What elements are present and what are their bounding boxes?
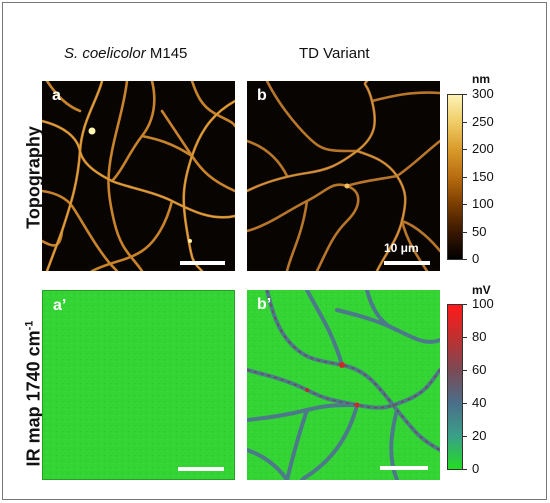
topography-colorbar <box>447 94 463 260</box>
column-title-td-variant: TD Variant <box>299 45 370 62</box>
ir-colorbar-tickmark <box>463 436 467 437</box>
ir-colorbar-tickmark <box>463 370 467 371</box>
ir-image-a-prime <box>43 291 234 479</box>
column-title-wild-type: S. coelicolor M145 <box>64 45 187 62</box>
ir-colorbar-tick-label: 60 <box>472 362 487 377</box>
variant-name: TD Variant <box>299 45 370 62</box>
ir-colorbar-tickmark <box>463 304 467 305</box>
afm-panel-a: a <box>42 81 235 271</box>
topography-colorbar-tickmark <box>463 94 467 95</box>
row-label-topography-text: Topography <box>23 126 44 229</box>
panel-letter-a: a <box>52 87 61 104</box>
ir-colorbar-tick-label: 0 <box>472 461 480 476</box>
ir-colorbar-tick-label: 80 <box>472 329 487 344</box>
scale-bar-a <box>180 261 225 265</box>
panel-letter-a-prime: a’ <box>53 297 67 314</box>
topography-colorbar-tickmark <box>463 121 467 123</box>
afm-image-b <box>247 81 440 271</box>
ir-colorbar-unit: mV <box>472 283 491 297</box>
ir-panel-a-prime: a’ <box>42 290 235 480</box>
ir-image-b-prime <box>247 290 440 480</box>
scale-bar-b <box>384 261 430 265</box>
ir-colorbar-tickmark <box>463 403 467 404</box>
topography-colorbar-tick-label: 50 <box>472 223 487 239</box>
topography-colorbar-tick-label: 100 <box>472 196 494 211</box>
ir-colorbar-tick-label: 40 <box>472 395 487 410</box>
topography-colorbar-tickmark <box>463 149 467 150</box>
topography-colorbar-tickmark <box>463 231 467 233</box>
ir-colorbar-tick-label: 100 <box>472 296 494 311</box>
ir-colorbar-tickmark <box>463 469 467 470</box>
panel-letter-b-prime: b’ <box>257 296 272 313</box>
ir-panel-b-prime: b’ <box>247 290 440 480</box>
scale-bar-a-prime <box>178 467 224 471</box>
topography-colorbar-tick-label: 300 <box>472 86 494 101</box>
topography-colorbar-tick-label: 150 <box>472 168 494 184</box>
strain-name: M145 <box>145 45 188 62</box>
topography-colorbar-tickmark <box>463 176 467 178</box>
topography-colorbar-tick-label: 250 <box>472 113 494 129</box>
topography-colorbar-tick-label: 0 <box>472 251 480 266</box>
scale-bar-b-prime <box>380 466 428 470</box>
scale-bar-label: 10 μm <box>384 241 419 255</box>
topography-colorbar-tick-label: 200 <box>472 141 494 156</box>
afm-image-a <box>42 81 235 271</box>
afm-panel-b: b 10 μm <box>247 81 440 271</box>
panel-letter-b: b <box>257 87 267 104</box>
ir-colorbar-tickmark <box>463 337 467 338</box>
ir-colorbar <box>447 304 463 470</box>
topography-colorbar-unit: nm <box>472 72 490 86</box>
ir-colorbar-tick-label: 20 <box>472 428 487 443</box>
row-label-ir-superscript: -1 <box>23 320 36 331</box>
topography-colorbar-tickmark <box>463 204 467 205</box>
topography-colorbar-tickmark <box>463 259 467 260</box>
row-label-ir-text: IR map 1740 cm <box>23 330 44 467</box>
species-name: S. coelicolor <box>64 45 146 62</box>
